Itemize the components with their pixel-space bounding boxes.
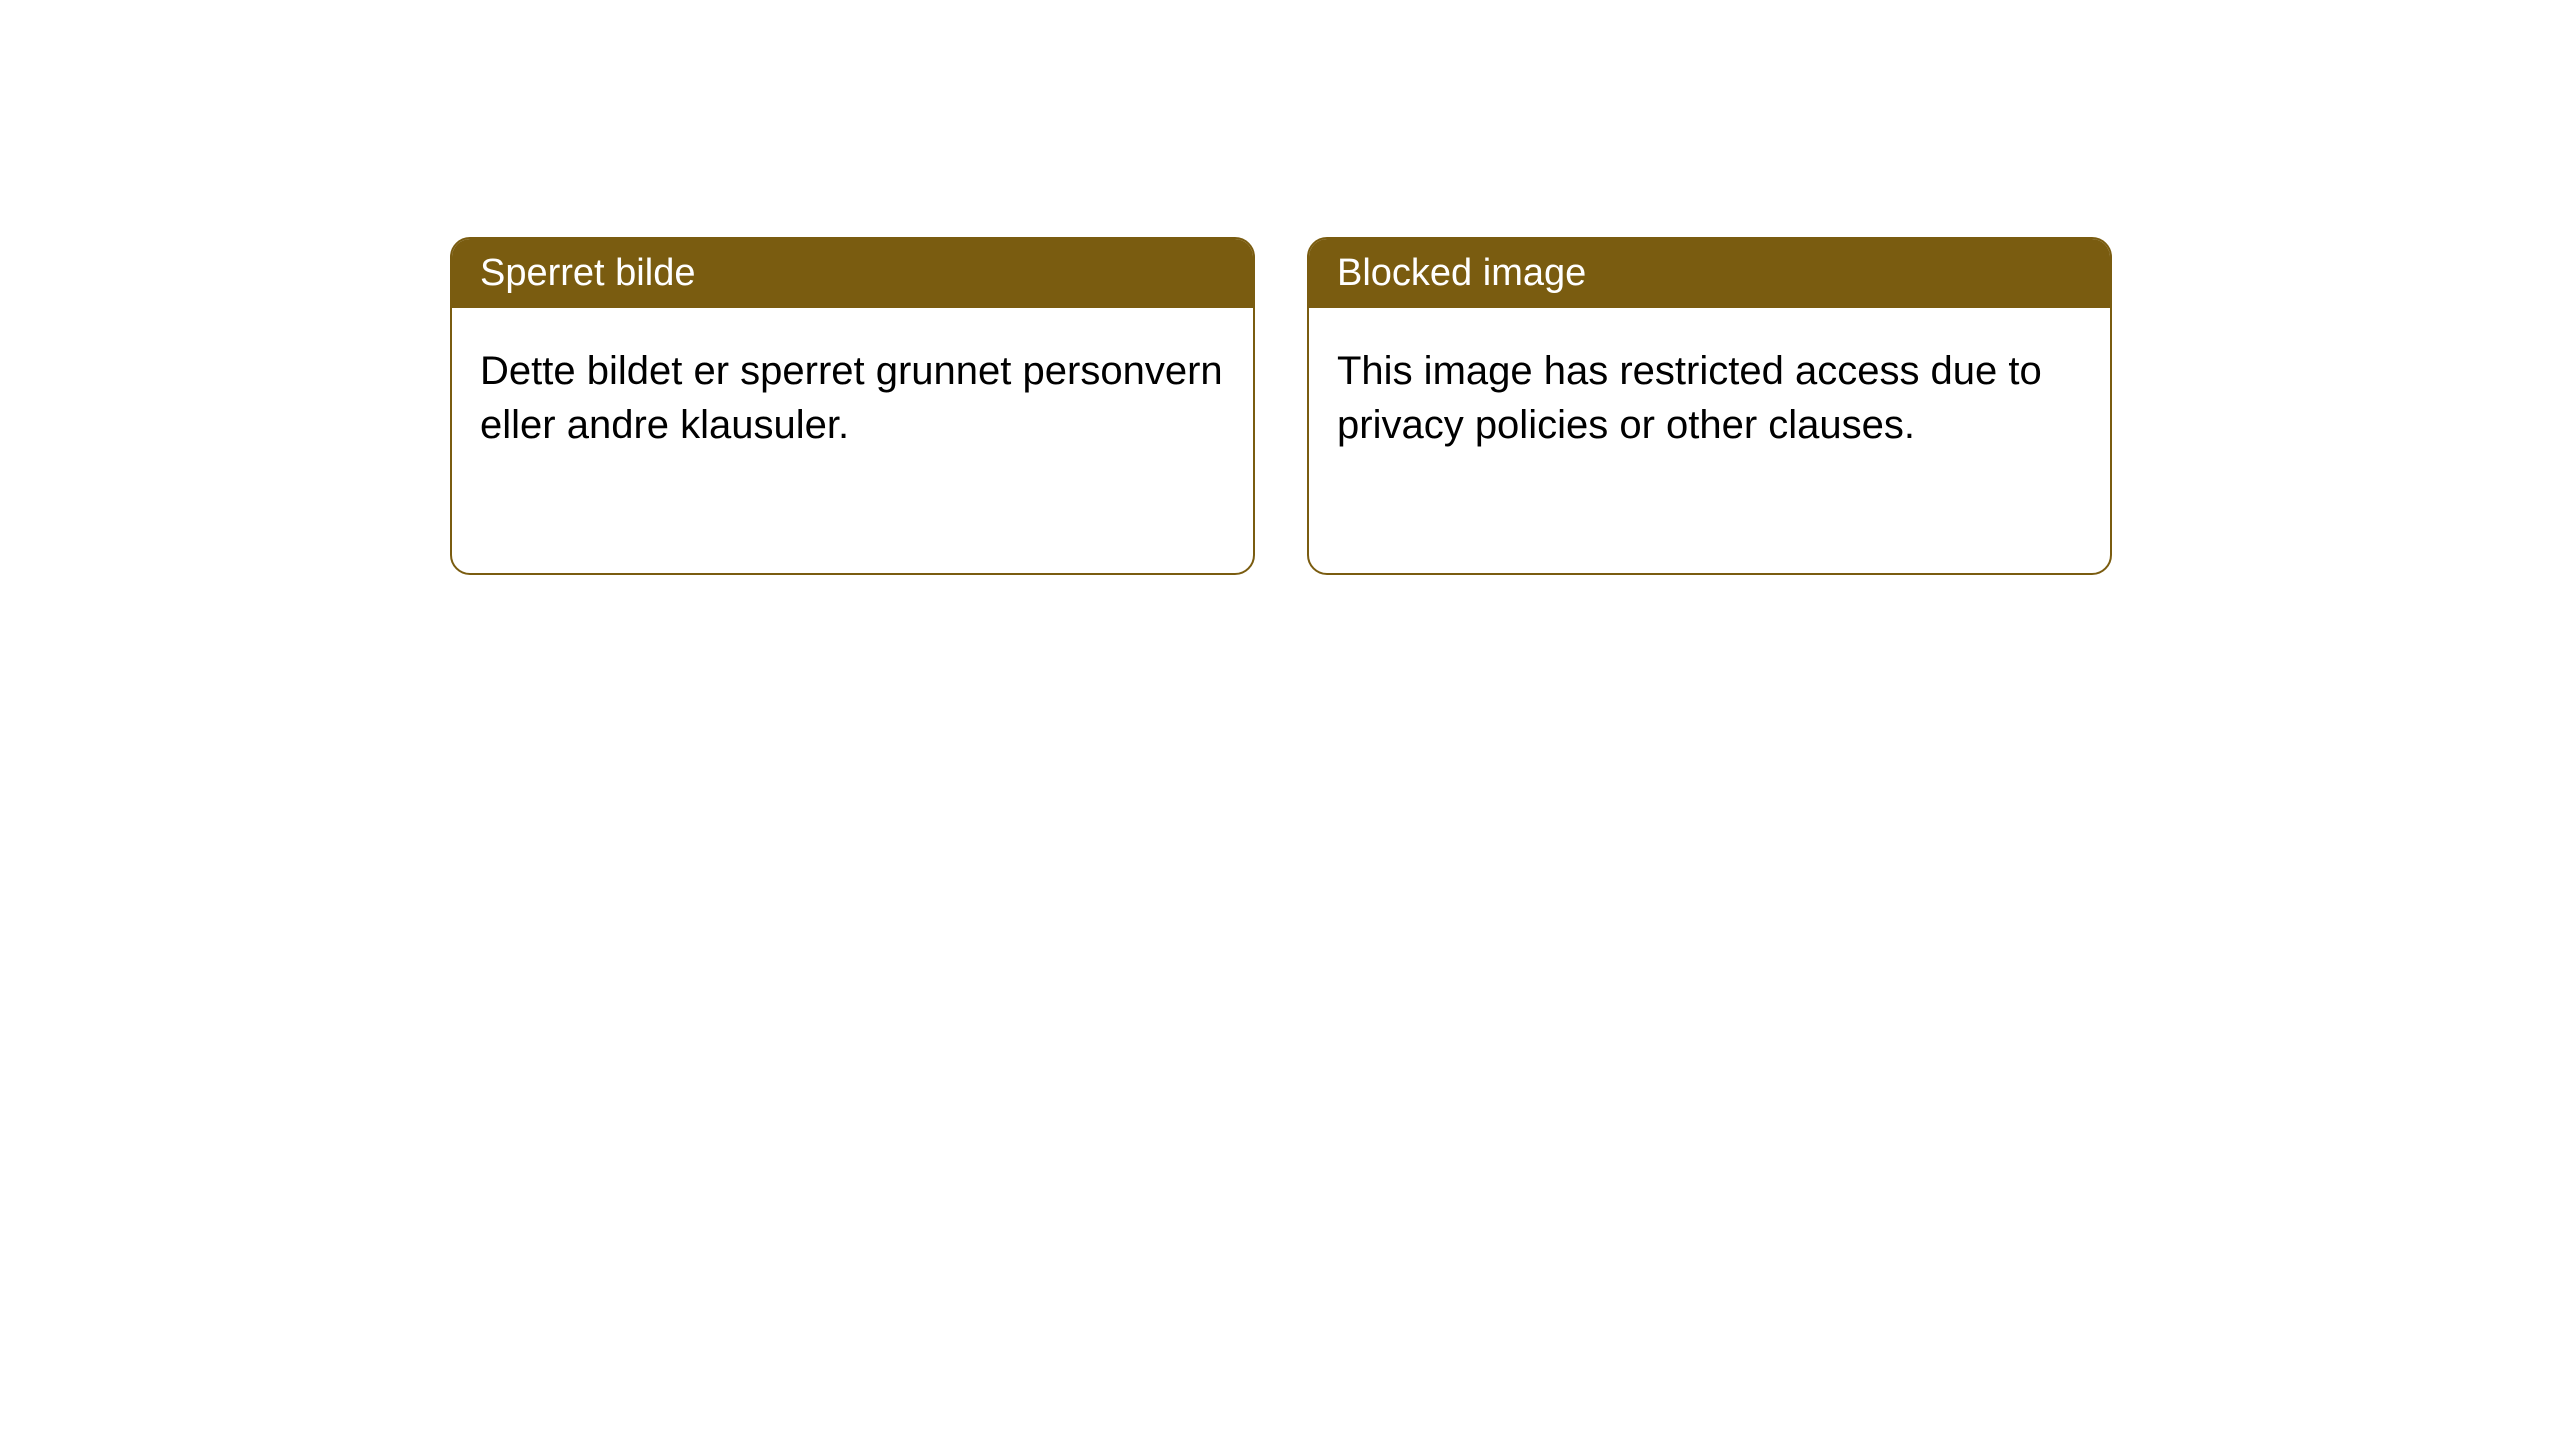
card-body-text: This image has restricted access due to … <box>1309 308 2110 488</box>
card-title: Sperret bilde <box>452 239 1253 308</box>
card-body-text: Dette bildet er sperret grunnet personve… <box>452 308 1253 488</box>
notice-card-english: Blocked image This image has restricted … <box>1307 237 2112 575</box>
notice-container: Sperret bilde Dette bildet er sperret gr… <box>450 237 2112 575</box>
notice-card-norwegian: Sperret bilde Dette bildet er sperret gr… <box>450 237 1255 575</box>
card-title: Blocked image <box>1309 239 2110 308</box>
